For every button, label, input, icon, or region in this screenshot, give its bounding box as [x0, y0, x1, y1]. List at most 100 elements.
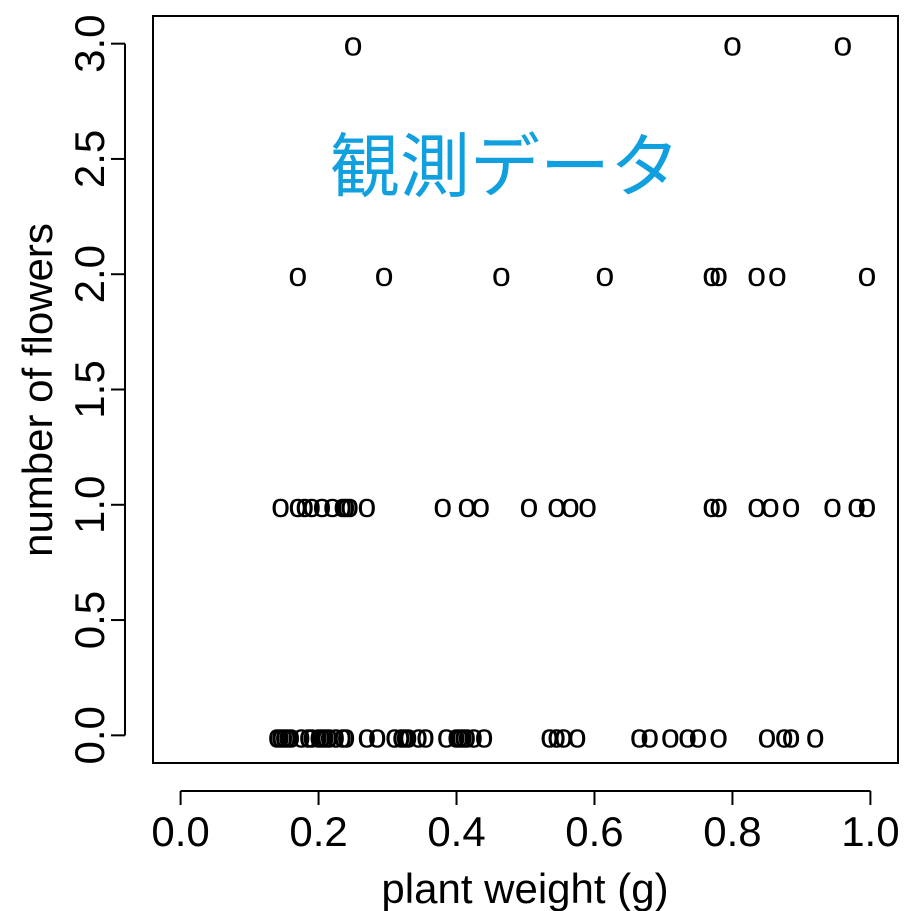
- data-point: o: [309, 717, 328, 755]
- data-point: o: [271, 717, 290, 755]
- data-point: o: [847, 487, 866, 525]
- x-axis: 0.0 0.2 0.4 0.6 0.8 1.0: [151, 790, 900, 855]
- data-point: o: [723, 26, 742, 64]
- data-point: o: [761, 487, 780, 525]
- data-point: o: [475, 717, 494, 755]
- data-point: o: [357, 487, 376, 525]
- data-point: o: [747, 487, 766, 525]
- data-point: o: [313, 487, 332, 525]
- data-point: o: [782, 717, 801, 755]
- data-point: o: [295, 487, 314, 525]
- data-point: o: [275, 717, 294, 755]
- data-point: o: [757, 717, 776, 755]
- data-point: o: [278, 717, 297, 755]
- y-axis-label: number of flowers: [14, 223, 61, 557]
- data-point: o: [702, 487, 721, 525]
- data-point: o: [357, 717, 376, 755]
- y-axis: 0.0 0.5 1.0 1.5 2.0 2.5 3.0: [66, 14, 126, 765]
- data-point: o: [568, 717, 587, 755]
- data-point: o: [337, 717, 356, 755]
- y-tick-label: 0.0: [66, 706, 113, 764]
- data-point: o: [464, 717, 483, 755]
- plot-frame: [152, 15, 899, 764]
- data-point: o: [519, 487, 538, 525]
- data-point: o: [416, 717, 435, 755]
- data-point: o: [471, 487, 490, 525]
- data-point: o: [547, 717, 566, 755]
- data-point: o: [340, 487, 359, 525]
- data-point: o: [451, 717, 470, 755]
- data-point: o: [437, 717, 456, 755]
- x-tick-label: 0.0: [151, 808, 209, 855]
- data-point: o: [457, 717, 476, 755]
- data-point: o: [457, 487, 476, 525]
- data-point: o: [709, 717, 728, 755]
- data-point: o: [578, 487, 597, 525]
- data-point: o: [688, 717, 707, 755]
- data-point: o: [333, 487, 352, 525]
- data-point: o: [323, 487, 342, 525]
- data-point: o: [547, 487, 566, 525]
- data-point: o: [540, 717, 559, 755]
- data-point: o: [661, 717, 680, 755]
- data-point: o: [630, 717, 649, 755]
- data-point: o: [554, 717, 573, 755]
- data-point: o: [747, 256, 766, 294]
- data-point: o: [319, 717, 338, 755]
- data-point: o: [399, 717, 418, 755]
- y-tick-label: 3.0: [66, 14, 113, 72]
- data-point: o: [313, 717, 332, 755]
- data-point: o: [288, 256, 307, 294]
- x-tick-label: 0.6: [565, 808, 623, 855]
- data-point: o: [344, 26, 363, 64]
- annotation-label: 観測データ: [330, 126, 680, 208]
- data-point: o: [768, 256, 787, 294]
- data-point: o: [282, 717, 301, 755]
- data-point: o: [857, 487, 876, 525]
- data-point: o: [392, 717, 411, 755]
- data-point: o: [678, 717, 697, 755]
- data-point: o: [385, 717, 404, 755]
- data-point: o: [302, 487, 321, 525]
- data-point: o: [595, 256, 614, 294]
- data-point: o: [806, 717, 825, 755]
- x-axis-label: plant weight (g): [381, 865, 668, 911]
- data-point: o: [292, 717, 311, 755]
- x-tick-label: 1.0: [841, 808, 899, 855]
- data-point: o: [288, 487, 307, 525]
- data-point: o: [775, 717, 794, 755]
- data-point: o: [561, 487, 580, 525]
- data-point: o: [709, 256, 728, 294]
- y-tick-label: 1.5: [66, 360, 113, 418]
- data-point: o: [454, 717, 473, 755]
- data-point: o: [433, 487, 452, 525]
- y-tick-label: 2.5: [66, 130, 113, 188]
- data-point: o: [316, 717, 335, 755]
- data-point: o: [833, 26, 852, 64]
- data-point: o: [271, 487, 290, 525]
- data-point: o: [709, 487, 728, 525]
- data-point: o: [368, 717, 387, 755]
- data-point: o: [409, 717, 428, 755]
- x-tick-label: 0.8: [703, 808, 761, 855]
- data-point: o: [333, 717, 352, 755]
- data-point: o: [326, 717, 345, 755]
- y-tick-label: 0.5: [66, 591, 113, 649]
- data-point: o: [395, 717, 414, 755]
- data-point: o: [640, 717, 659, 755]
- data-point: o: [857, 256, 876, 294]
- y-tick-label: 2.0: [66, 245, 113, 303]
- y-tick-label: 1.0: [66, 476, 113, 534]
- data-point: o: [492, 256, 511, 294]
- data-point: o: [823, 487, 842, 525]
- data-point: o: [702, 256, 721, 294]
- data-point: o: [375, 256, 394, 294]
- data-point: o: [447, 717, 466, 755]
- x-tick-label: 0.4: [427, 808, 485, 855]
- x-tick-label: 0.2: [289, 808, 347, 855]
- data-point: o: [782, 487, 801, 525]
- data-point: o: [268, 717, 287, 755]
- data-point: o: [337, 487, 356, 525]
